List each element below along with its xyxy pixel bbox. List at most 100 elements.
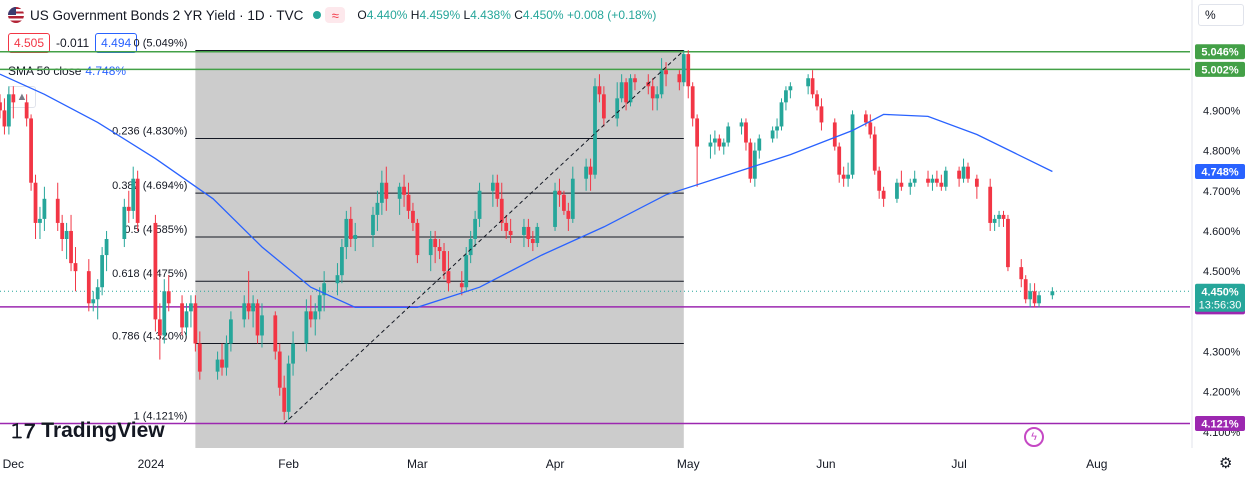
compare-wave-icon[interactable]: ≈ <box>325 7 346 23</box>
candle-body[interactable] <box>224 343 229 368</box>
candle-body[interactable] <box>1050 291 1055 296</box>
candle-body[interactable] <box>806 78 811 87</box>
candle-body[interactable] <box>601 94 606 119</box>
candle-body[interactable] <box>344 218 349 248</box>
candle-body[interactable] <box>379 182 384 203</box>
candle-body[interactable] <box>841 174 846 179</box>
candle-body[interactable] <box>522 226 526 235</box>
candle-body[interactable] <box>189 303 193 312</box>
candle-body[interactable] <box>899 182 904 187</box>
candle-body[interactable] <box>242 303 247 320</box>
candle-body[interactable] <box>992 218 997 223</box>
candle-body[interactable] <box>957 170 961 179</box>
candle-body[interactable] <box>717 138 722 147</box>
candle-body[interactable] <box>681 54 686 83</box>
candle-body[interactable] <box>375 202 380 215</box>
candle-body[interactable] <box>24 102 29 119</box>
candle-body[interactable] <box>322 283 327 296</box>
candle-body[interactable] <box>131 178 136 211</box>
candle-body[interactable] <box>42 198 47 219</box>
candle-body[interactable] <box>690 86 695 119</box>
candle-body[interactable] <box>961 166 966 179</box>
candle-body[interactable] <box>308 311 313 320</box>
candle-body[interactable] <box>437 247 442 252</box>
candle-body[interactable] <box>1028 291 1033 300</box>
candle-body[interactable] <box>153 222 158 320</box>
sma50-line[interactable] <box>0 73 1053 308</box>
candle-body[interactable] <box>748 142 753 179</box>
candle-body[interactable] <box>499 198 504 223</box>
candle-body[interactable] <box>100 255 105 288</box>
scale-mode-button[interactable]: % <box>1198 4 1244 26</box>
candle-body[interactable] <box>752 150 757 179</box>
candle-body[interactable] <box>850 114 855 175</box>
candle-body[interactable] <box>157 319 162 336</box>
candle-body[interactable] <box>677 74 682 83</box>
candle-body[interactable] <box>0 102 2 111</box>
buy-price-button[interactable]: 4.494 <box>95 33 138 53</box>
candle-body[interactable] <box>260 315 264 336</box>
candle-body[interactable] <box>340 247 344 276</box>
candle-body[interactable] <box>135 178 140 223</box>
candle-body[interactable] <box>273 315 278 352</box>
candle-body[interactable] <box>477 190 482 219</box>
candle-body[interactable] <box>788 86 793 91</box>
lightning-icon[interactable]: ϟ <box>1024 427 1044 447</box>
candle-body[interactable] <box>11 94 16 103</box>
candle-body[interactable] <box>535 226 540 244</box>
candle-body[interactable] <box>384 182 389 199</box>
candle-body[interactable] <box>570 178 575 219</box>
candle-body[interactable] <box>69 230 73 264</box>
candle-body[interactable] <box>459 283 464 288</box>
candle-body[interactable] <box>584 166 589 179</box>
candle-body[interactable] <box>895 182 899 199</box>
candle-body[interactable] <box>197 343 202 372</box>
symbol-title[interactable]: US Government Bonds 2 YR Yield · 1D · TV… <box>30 7 304 23</box>
candle-body[interactable] <box>282 387 287 412</box>
candle-body[interactable] <box>428 239 433 256</box>
candle-body[interactable] <box>29 118 33 183</box>
candle-body[interactable] <box>353 234 358 239</box>
candle-body[interactable] <box>86 271 91 304</box>
candle-body[interactable] <box>943 170 948 187</box>
candle-body[interactable] <box>1019 267 1024 280</box>
candle-body[interactable] <box>411 210 415 223</box>
candle-body[interactable] <box>553 190 557 227</box>
candle-body[interactable] <box>633 78 637 83</box>
candle-body[interactable] <box>837 146 842 175</box>
candle-body[interactable] <box>739 122 744 127</box>
candle-body[interactable] <box>664 70 668 75</box>
candle-body[interactable] <box>442 251 446 272</box>
candle-body[interactable] <box>1032 291 1037 304</box>
fib-trend-line[interactable] <box>283 50 685 424</box>
candle-body[interactable] <box>881 190 886 199</box>
candle-body[interactable] <box>1037 295 1041 304</box>
candle-body[interactable] <box>779 102 784 127</box>
candle-body[interactable] <box>619 82 624 99</box>
candle-body[interactable] <box>433 239 438 248</box>
candle-body[interactable] <box>819 106 824 123</box>
candle-body[interactable] <box>1001 214 1006 219</box>
candle-body[interactable] <box>713 138 717 143</box>
candle-body[interactable] <box>277 351 282 388</box>
candle-body[interactable] <box>104 239 109 256</box>
candle-body[interactable] <box>468 239 473 256</box>
candle-body[interactable] <box>655 94 660 99</box>
candle-body[interactable] <box>1023 279 1028 300</box>
candle-body[interactable] <box>335 275 340 284</box>
gear-icon[interactable]: ⚙ <box>1219 455 1233 472</box>
candle-body[interactable] <box>624 82 628 103</box>
candle-body[interactable] <box>397 186 402 199</box>
candle-body[interactable] <box>122 206 127 239</box>
candle-body[interactable] <box>184 311 189 328</box>
candle-body[interactable] <box>508 230 513 235</box>
sell-price-button[interactable]: 4.505 <box>8 33 51 53</box>
candle-body[interactable] <box>588 166 593 175</box>
candle-body[interactable] <box>744 122 748 143</box>
candle-body[interactable] <box>846 174 850 179</box>
candle-body[interactable] <box>770 130 775 139</box>
candle-body[interactable] <box>55 198 60 223</box>
candle-body[interactable] <box>615 98 620 119</box>
candle-body[interactable] <box>868 122 873 135</box>
